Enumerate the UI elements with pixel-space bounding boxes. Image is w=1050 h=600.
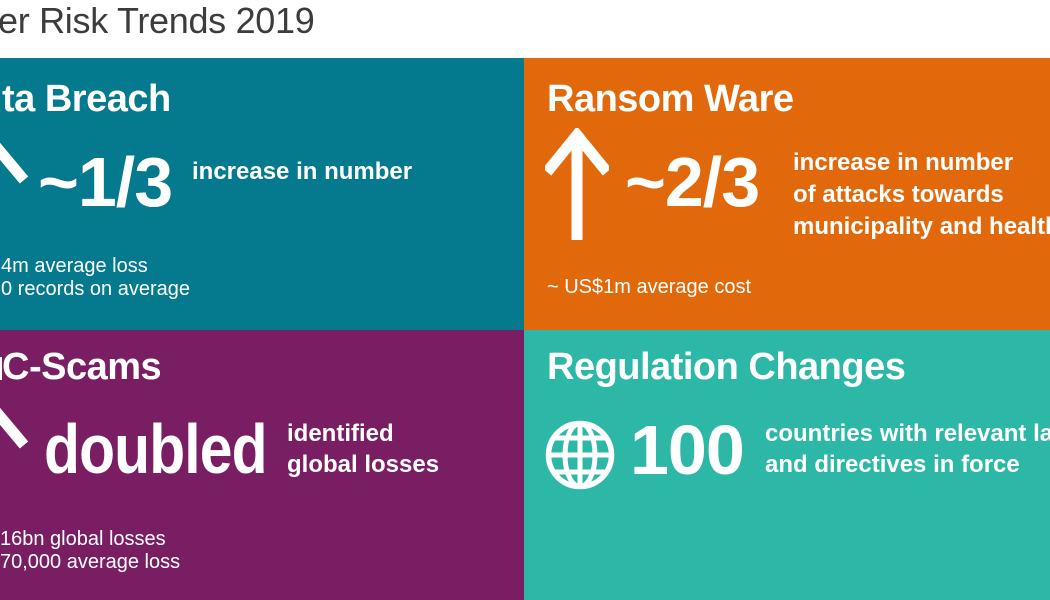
stat-value: ~2/3 — [625, 143, 760, 221]
stat-label-line: identified — [287, 420, 394, 447]
stat-label-line: and directives in force — [765, 451, 1020, 478]
stat-label-line: global losses — [287, 451, 440, 478]
footnote: 4m average loss 0 records on average — [1, 255, 190, 301]
footnote: 16bn global losses 70,000 average loss — [0, 528, 180, 574]
card-title: Ransom Ware — [547, 78, 794, 120]
footnote-line: 4m average loss — [1, 255, 148, 277]
card-ransom-ware: Ransom Ware ~2/3 increase in number of a… — [524, 58, 1050, 330]
card-bec-scams: C-Scams doubled identified global losses… — [0, 330, 524, 600]
footnote-line: ~ US$1m average cost — [547, 276, 751, 298]
stat-label-line: increase in number — [192, 158, 413, 185]
up-arrow-icon-clipped — [0, 142, 29, 184]
stat-label-line: countries with relevant laws — [765, 420, 1050, 447]
up-arrow-icon-clipped — [0, 407, 29, 449]
up-arrow-icon — [545, 128, 609, 240]
stat-value: doubled — [44, 410, 268, 488]
card-data-breach: ta Breach ~1/3 increase in number 4m ave… — [0, 58, 524, 330]
card-title: ta Breach — [2, 78, 171, 120]
stat-label: countries with relevant laws and directi… — [765, 418, 1050, 480]
card-title: C-Scams — [2, 346, 162, 388]
footnote-line: 70,000 average loss — [0, 551, 181, 573]
clipped-letter-fragment — [0, 357, 2, 380]
footnote-line: 0 records on average — [1, 278, 191, 300]
stat-value: ~1/3 — [38, 143, 173, 221]
stat-label: increase in number — [192, 160, 412, 184]
stat-label-line: increase in number — [793, 149, 1014, 176]
stat-label-line: municipality and healthcare — [793, 213, 1050, 240]
globe-icon — [545, 420, 615, 490]
stat-label: identified global losses — [287, 418, 439, 480]
card-title: Regulation Changes — [547, 346, 906, 388]
stat-label-line: of attacks towards — [793, 181, 1004, 208]
footnote: ~ US$1m average cost — [547, 276, 751, 299]
page-title: er Risk Trends 2019 — [0, 0, 315, 41]
card-regulation-changes: Regulation Changes 100 countries with re… — [524, 330, 1050, 600]
stat-value: 100 — [630, 411, 745, 489]
stat-label: increase in number of attacks towards mu… — [793, 147, 1050, 243]
footnote-line: 16bn global losses — [0, 528, 166, 550]
